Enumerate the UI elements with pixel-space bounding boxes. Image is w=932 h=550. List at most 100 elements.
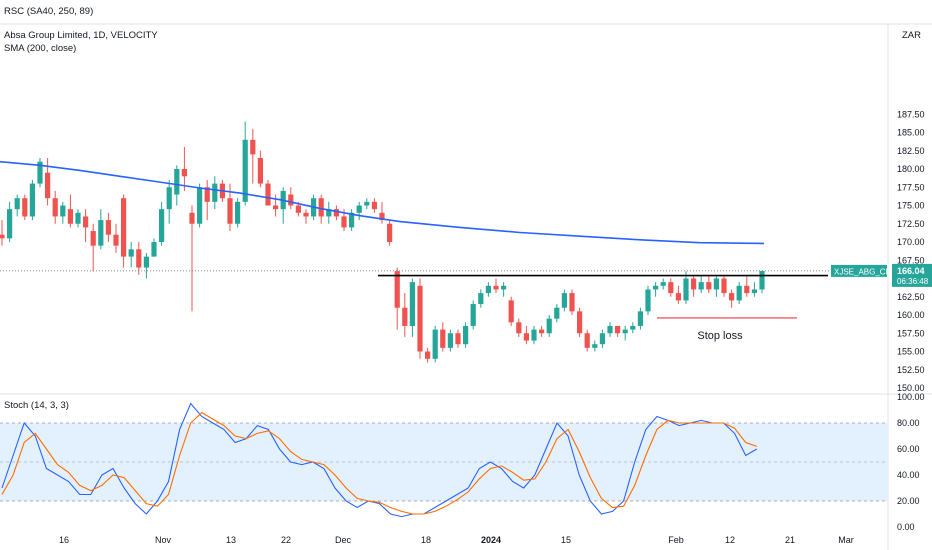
candle-body xyxy=(470,304,476,326)
candle-body xyxy=(744,285,750,294)
candle-body xyxy=(637,311,643,326)
price-tick-label: 170.00 xyxy=(897,237,925,247)
candle-body xyxy=(523,333,529,341)
price-tick-label: 162.50 xyxy=(897,292,925,302)
price-badge xyxy=(892,263,932,287)
date-tick-label: 12 xyxy=(725,535,735,545)
date-tick-label: 15 xyxy=(561,535,571,545)
instrument-title[interactable]: Absa Group Limited, 1D, VELOCITY xyxy=(4,30,158,41)
candle-body xyxy=(235,201,241,224)
candle-body xyxy=(295,205,301,213)
candle-body xyxy=(729,293,735,301)
candle-body xyxy=(379,212,385,221)
candle-body xyxy=(105,220,111,235)
candle-body xyxy=(653,285,659,290)
candle-body xyxy=(113,234,119,246)
price-tick-label: 157.50 xyxy=(897,328,925,338)
candle-body xyxy=(508,300,514,323)
candle-body xyxy=(181,169,187,177)
candle-body xyxy=(531,329,537,341)
symbol-badge-text: XJSE_ABG_CFD xyxy=(834,267,896,276)
stoch-tick-label: 80.00 xyxy=(897,418,920,428)
candle-body xyxy=(622,329,628,334)
price-tick-label: 182.50 xyxy=(897,146,925,156)
candle-body xyxy=(440,329,446,348)
candle-body xyxy=(713,278,719,290)
candle-body xyxy=(387,223,393,242)
candle-body xyxy=(463,325,469,345)
symbol-badge xyxy=(831,264,887,277)
candle-body xyxy=(22,198,28,217)
candle-body xyxy=(539,329,545,334)
candle-body xyxy=(698,282,704,290)
candle-body xyxy=(257,158,263,184)
stoch-tick-label: 20.00 xyxy=(897,496,920,506)
candle-body xyxy=(554,307,560,319)
candle-body xyxy=(166,187,172,210)
candle-body xyxy=(7,209,13,239)
price-tick-label: 155.00 xyxy=(897,347,925,357)
candle-body xyxy=(303,212,309,217)
date-tick-label: 18 xyxy=(421,535,431,545)
candle-body xyxy=(98,220,104,246)
candle-body xyxy=(326,209,332,217)
candle-body xyxy=(341,216,347,228)
candle-body xyxy=(592,344,598,348)
candle-body xyxy=(45,172,51,199)
candle-body xyxy=(250,139,256,155)
candle-body xyxy=(227,198,233,224)
date-tick-label: Mar xyxy=(838,535,854,545)
candle-body xyxy=(485,285,491,294)
candle-body xyxy=(447,333,453,348)
stoch-series-k xyxy=(1,402,758,518)
price-tick-label: 172.50 xyxy=(897,219,925,229)
candle-body xyxy=(143,256,149,268)
candle-body xyxy=(455,333,461,345)
candle-body xyxy=(721,278,727,294)
candle-body xyxy=(204,187,210,202)
candle-body xyxy=(121,198,127,257)
candle-body xyxy=(189,212,195,224)
price-tick-label: 160.00 xyxy=(897,310,925,320)
candle-body xyxy=(599,333,605,345)
price-tick-label: 152.50 xyxy=(897,365,925,375)
sma-legend[interactable]: SMA (200, close) xyxy=(4,43,77,54)
candle-body xyxy=(14,198,20,210)
currency-label[interactable]: ZAR xyxy=(902,30,921,41)
candle-body xyxy=(288,194,294,206)
candle-body xyxy=(615,325,621,334)
candle-body xyxy=(516,322,522,334)
stop-loss-label: Stop loss xyxy=(697,330,743,342)
price-tick-label: 177.50 xyxy=(897,182,925,192)
candle-body xyxy=(265,183,271,206)
candle-body xyxy=(159,209,165,242)
price-badge-countdown: 06:36:48 xyxy=(897,277,929,286)
date-tick-label: Dec xyxy=(335,535,352,545)
stoch-tick-label: 0.00 xyxy=(897,522,915,532)
price-tick-label: 187.50 xyxy=(897,109,925,119)
candle-body xyxy=(409,282,415,326)
candle-body xyxy=(318,198,324,217)
candle-body xyxy=(569,293,575,312)
stoch-tick-label: 40.00 xyxy=(897,470,920,480)
rsc-label: RSC (SA40, 250, 89) xyxy=(4,6,94,17)
candle-body xyxy=(736,285,742,301)
candle-body xyxy=(151,242,157,257)
candle-body xyxy=(242,139,248,202)
candle-body xyxy=(273,205,279,210)
stoch-tick-label: 60.00 xyxy=(897,444,920,454)
candle-body xyxy=(371,201,377,210)
candle-body xyxy=(478,293,484,305)
candle-body xyxy=(128,249,134,257)
candle-body xyxy=(691,278,697,290)
price-tick-label: 167.50 xyxy=(897,255,925,265)
candle-body xyxy=(584,333,590,348)
stoch-legend[interactable]: Stoch (14, 3, 3) xyxy=(4,400,69,411)
candle-body xyxy=(577,311,583,334)
price-tick-label: 185.00 xyxy=(897,128,925,138)
candle-body xyxy=(706,282,712,290)
candle-body xyxy=(349,212,355,228)
candle-body xyxy=(333,209,339,217)
candle-body xyxy=(60,205,66,217)
